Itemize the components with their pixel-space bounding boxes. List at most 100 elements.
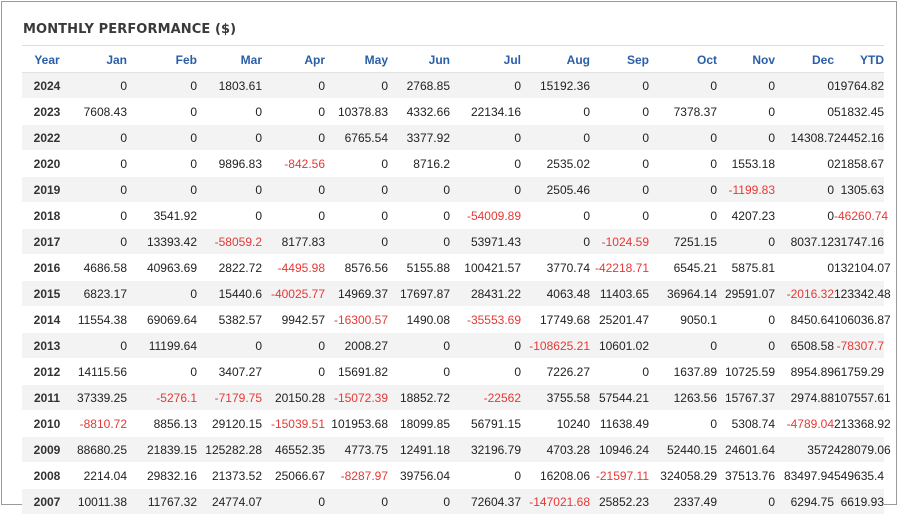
- month-value-cell: 29832.16: [127, 462, 197, 489]
- month-value-cell: 12491.18: [388, 436, 450, 463]
- month-value-cell: 28431.22: [450, 280, 521, 307]
- month-value-cell: 53971.43: [450, 228, 521, 255]
- month-value-cell: 25201.47: [590, 306, 649, 333]
- month-value-cell: 324058.29: [649, 462, 717, 489]
- table-row: 2012 14115.56 0 3407.27 0 15691.82 0 0 7226.27 0 1…: [22, 358, 884, 385]
- month-value-cell: 0: [649, 202, 717, 229]
- month-value-cell: 40963.69: [127, 254, 197, 281]
- month-value-cell: 10240: [521, 410, 590, 437]
- month-value-cell: 0: [388, 332, 450, 359]
- year-cell: 2023: [22, 98, 72, 125]
- month-value-cell: 0: [521, 228, 590, 255]
- year-cell: 2007: [22, 488, 72, 515]
- table-row: 2008 2214.04 29832.16 21373.52 25066.67 -8287…: [22, 462, 884, 489]
- ytd-cell: 107557.61: [834, 384, 891, 411]
- month-value-cell: 6508.58: [775, 332, 834, 359]
- month-value-cell: 24774.07: [197, 488, 262, 515]
- month-value-cell: 0: [72, 72, 127, 99]
- month-value-cell: 0: [649, 72, 717, 99]
- month-value-cell: 39756.04: [388, 462, 450, 489]
- month-value-cell: 14969.37: [325, 280, 388, 307]
- ytd-cell: 19764.82: [834, 72, 884, 99]
- month-value-cell: 72604.37: [450, 488, 521, 515]
- column-header-feb: Feb: [127, 47, 197, 73]
- year-cell: 2008: [22, 462, 72, 489]
- month-value-cell: 32196.79: [450, 436, 521, 463]
- month-value-cell: 0: [127, 124, 197, 151]
- month-value-cell: 0: [521, 124, 590, 151]
- month-value-cell: 0: [521, 98, 590, 125]
- month-value-cell: 0: [325, 488, 388, 515]
- month-value-cell: 2505.46: [521, 176, 590, 203]
- ytd-cell: 6619.93: [834, 488, 884, 515]
- month-value-cell: 14308.7: [775, 124, 834, 151]
- month-value-cell: 0: [127, 72, 197, 99]
- month-value-cell: 100421.57: [450, 254, 521, 281]
- month-value-cell: -1024.59: [590, 228, 649, 255]
- month-value-cell: -22562: [450, 384, 521, 411]
- month-value-cell: 0: [197, 98, 262, 125]
- table-row: 2020 0 0 9896.83 -842.56 0 8716.2 0 2535.02 0 0 155…: [22, 150, 884, 177]
- ytd-cell: 31747.16: [834, 228, 884, 255]
- monthly-performance-table: Year Jan Feb Mar Apr May Jun Jul Aug Sep Oct Nov Dec…: [22, 47, 891, 515]
- ytd-cell: 106036.87: [834, 306, 891, 333]
- month-value-cell: 0: [388, 228, 450, 255]
- month-value-cell: 18099.85: [388, 410, 450, 437]
- month-value-cell: 2535.02: [521, 150, 590, 177]
- month-value-cell: 0: [450, 124, 521, 151]
- ytd-cell: 61759.29: [834, 358, 884, 385]
- month-value-cell: 8177.83: [262, 228, 325, 255]
- month-value-cell: 3572: [775, 436, 834, 463]
- month-value-cell: 0: [325, 150, 388, 177]
- month-value-cell: 0: [262, 176, 325, 203]
- month-value-cell: 4332.66: [388, 98, 450, 125]
- table-header-row: Year Jan Feb Mar Apr May Jun Jul Aug Sep Oct Nov Dec…: [22, 47, 884, 73]
- month-value-cell: 6294.75: [775, 488, 834, 515]
- month-value-cell: 8856.13: [127, 410, 197, 437]
- month-value-cell: 0: [717, 488, 775, 515]
- ytd-cell: 428079.06: [834, 436, 891, 463]
- month-value-cell: 52440.15: [649, 436, 717, 463]
- month-value-cell: 1803.61: [197, 72, 262, 99]
- month-value-cell: 0: [590, 150, 649, 177]
- month-value-cell: 5875.81: [717, 254, 775, 281]
- month-value-cell: -4789.04: [775, 410, 834, 437]
- year-cell: 2009: [22, 436, 72, 463]
- column-header-jun: Jun: [388, 47, 450, 73]
- month-value-cell: 0: [717, 306, 775, 333]
- ytd-cell: -46260.74: [834, 202, 888, 229]
- month-value-cell: 0: [775, 72, 834, 99]
- month-value-cell: 10011.38: [72, 488, 127, 515]
- month-value-cell: 0: [262, 124, 325, 151]
- month-value-cell: 4686.58: [72, 254, 127, 281]
- column-header-year: Year: [22, 47, 72, 73]
- month-value-cell: 2822.72: [197, 254, 262, 281]
- year-cell: 2024: [22, 72, 72, 99]
- month-value-cell: 0: [521, 202, 590, 229]
- ytd-cell: -78307.7: [834, 332, 884, 359]
- month-value-cell: 37513.76: [717, 462, 775, 489]
- month-value-cell: 0: [450, 332, 521, 359]
- month-value-cell: 0: [590, 202, 649, 229]
- month-value-cell: -2016.32: [775, 280, 834, 307]
- month-value-cell: 8954.89: [775, 358, 834, 385]
- month-value-cell: 17749.68: [521, 306, 590, 333]
- year-cell: 2022: [22, 124, 72, 151]
- month-value-cell: -15072.39: [325, 384, 388, 411]
- month-value-cell: 0: [262, 72, 325, 99]
- column-header-jan: Jan: [72, 47, 127, 73]
- month-value-cell: 10378.83: [325, 98, 388, 125]
- table-row: 2009 88680.25 21839.15 125282.28 46552.35 477…: [22, 436, 891, 463]
- month-value-cell: 46552.35: [262, 436, 325, 463]
- table-row: 2022 0 0 0 0 6765.54 3377.92 0 0 0 0 0 14308.7 24452.…: [22, 124, 884, 151]
- year-cell: 2012: [22, 358, 72, 385]
- month-value-cell: 1553.18: [717, 150, 775, 177]
- month-value-cell: -21597.11: [590, 462, 649, 489]
- month-value-cell: 0: [450, 150, 521, 177]
- month-value-cell: 8716.2: [388, 150, 450, 177]
- month-value-cell: 37339.25: [72, 384, 127, 411]
- year-cell: 2016: [22, 254, 72, 281]
- month-value-cell: 4703.28: [521, 436, 590, 463]
- month-value-cell: 0: [590, 124, 649, 151]
- month-value-cell: 10601.02: [590, 332, 649, 359]
